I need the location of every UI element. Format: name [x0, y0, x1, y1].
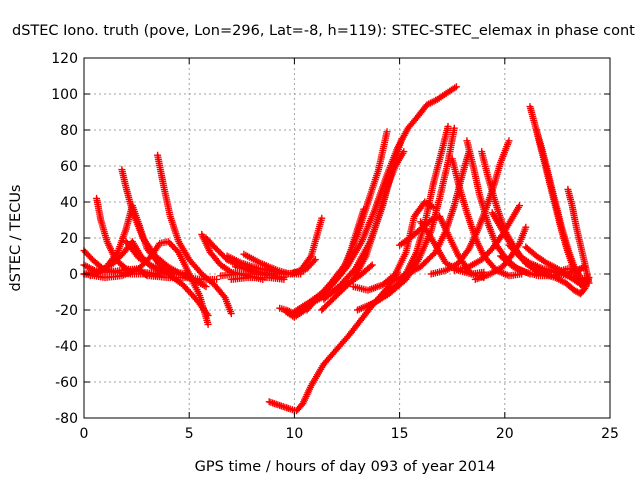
series-17	[240, 214, 326, 278]
series-43-markers	[532, 126, 591, 283]
y-tick-label: -40	[55, 339, 78, 355]
y-tick-label: -60	[55, 375, 78, 391]
y-tick-label: -20	[55, 303, 78, 319]
x-tick-label: 15	[391, 426, 409, 442]
y-tick-label: -80	[55, 411, 78, 427]
x-tick-label: 20	[496, 426, 514, 442]
x-tick-label: 0	[80, 426, 89, 442]
series-10	[145, 272, 221, 283]
series-45	[564, 185, 593, 287]
axis-ticks: 0 5 10 15 20 25 -80 -60 -40 -20 0 20 40 60 80 100 120	[51, 51, 619, 442]
x-tick-label: 10	[285, 426, 303, 442]
y-tick-label: 120	[51, 51, 78, 67]
y-tick-label: 80	[60, 123, 78, 139]
series-45-markers	[564, 185, 593, 287]
series-15-markers	[227, 274, 288, 283]
series-15	[227, 274, 288, 283]
series-8	[80, 238, 212, 328]
y-tick-label: 0	[69, 267, 78, 283]
series-24-markers	[320, 135, 406, 303]
series-27-markers	[349, 198, 437, 294]
series-22-markers	[290, 205, 368, 316]
series-17-markers	[240, 214, 326, 278]
y-tick-label: 20	[60, 231, 78, 247]
series-24	[320, 135, 406, 303]
x-tick-label: 5	[185, 426, 194, 442]
data-layer	[80, 83, 593, 415]
series-43	[532, 126, 591, 283]
y-axis-label: dSTEC / TECUs	[8, 185, 24, 292]
series-8-markers	[80, 238, 212, 328]
y-tick-label: 100	[51, 87, 78, 103]
chart-title: dSTEC Iono. truth (pove, Lon=296, Lat=-8…	[12, 23, 635, 39]
y-tick-label: 40	[60, 195, 78, 211]
x-axis-label: GPS time / hours of day 093 of year 2014	[195, 459, 496, 475]
y-tick-label: 60	[60, 159, 78, 175]
series-10-markers	[145, 272, 221, 283]
series-27	[349, 198, 437, 294]
series-22	[290, 205, 368, 316]
x-tick-label: 25	[601, 426, 619, 442]
